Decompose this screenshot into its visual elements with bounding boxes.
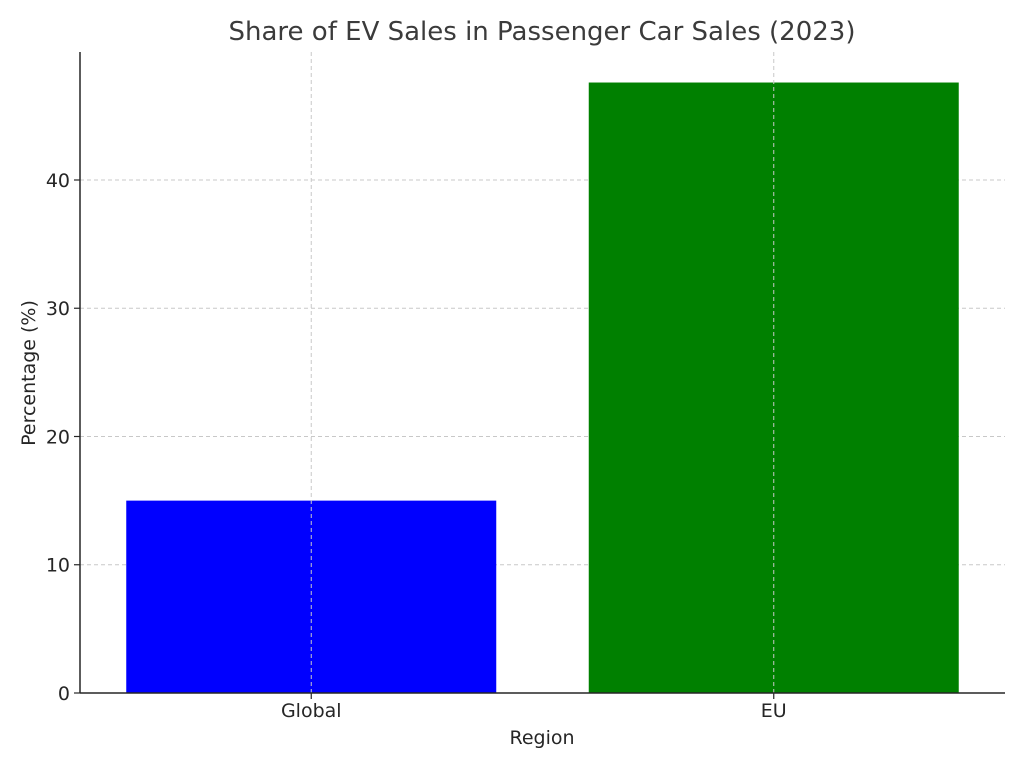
x-tick-label: EU xyxy=(761,700,787,722)
y-tick-label: 30 xyxy=(46,298,70,320)
bar-global xyxy=(126,500,497,693)
y-tick-label: 10 xyxy=(46,555,70,577)
vertical-grid xyxy=(310,52,775,693)
y-axis-label: Percentage (%) xyxy=(18,300,40,446)
y-tick-label: 20 xyxy=(46,426,70,448)
axes xyxy=(79,52,1005,694)
y-tick-label: 0 xyxy=(58,683,70,705)
bars xyxy=(126,82,959,694)
tick-labels: 0 10 20 30 40 Global EU xyxy=(46,170,787,722)
x-axis-label: Region xyxy=(509,727,574,749)
x-tick-label: Global xyxy=(281,700,342,722)
chart-title: Share of EV Sales in Passenger Car Sales… xyxy=(229,17,856,47)
y-tick-label: 40 xyxy=(46,170,70,192)
